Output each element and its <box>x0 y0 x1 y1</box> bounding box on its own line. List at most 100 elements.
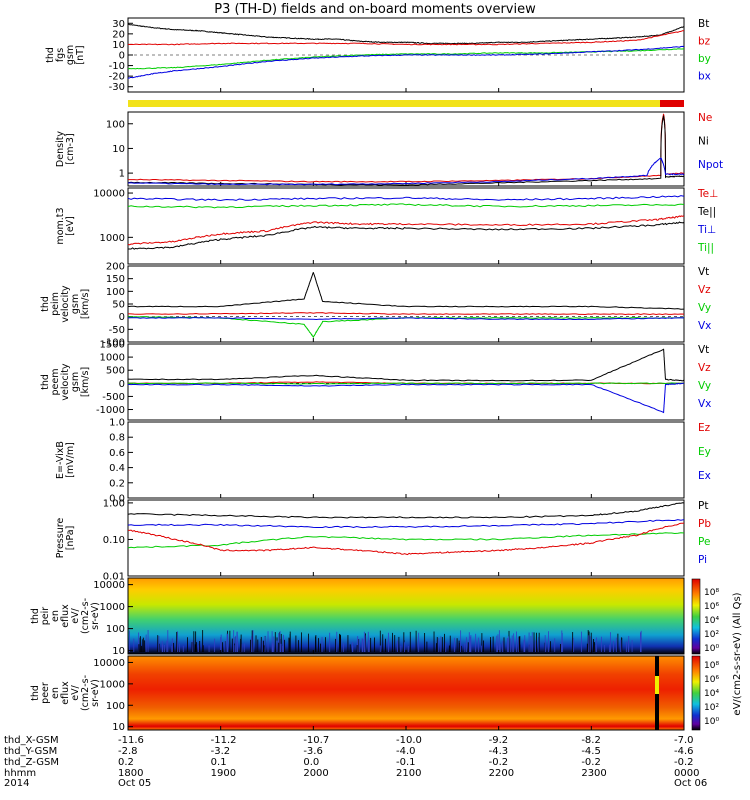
panel-ylabel: sr-eV) <box>90 602 101 630</box>
colorbar-tick: 10⁶ <box>704 602 719 612</box>
y-tick-label: -50 <box>109 325 125 336</box>
colorbar-tick: 10⁴ <box>704 689 719 699</box>
y-tick-label: -500 <box>102 392 125 403</box>
series-line <box>127 23 685 45</box>
legend-ex: Ex <box>698 470 711 482</box>
orbit-row-value: -10.0 <box>396 735 422 746</box>
panel-ylabel: (cm2-s- <box>80 598 91 634</box>
panel-ylabel: fgs <box>55 48 66 62</box>
spectrogram-electron <box>128 656 684 730</box>
orbit-row-value: 0.2 <box>118 757 134 768</box>
series-line <box>127 272 685 310</box>
legend-vx: Vx <box>698 320 711 332</box>
y-tick-label: 150 <box>106 274 125 285</box>
colorbar-label: eV/(cm2-s-sr-eV) (All Qs) <box>732 592 743 715</box>
series-line <box>127 157 685 186</box>
orbit-row-label: 2014 <box>4 778 29 789</box>
legend-vz: Vz <box>698 284 711 296</box>
legend-pe: Pe <box>698 536 710 548</box>
panel-ylabel: peem <box>50 369 61 396</box>
panel-ylabel: peer <box>40 682 51 704</box>
y-tick-label: 0.01 <box>103 572 125 583</box>
y-tick-label: 10 <box>112 40 125 51</box>
y-tick-label: 0.4 <box>109 463 125 474</box>
series-line <box>127 502 685 519</box>
panel-ylabel: mom.t3 <box>55 207 66 244</box>
orbit-row-value: -7.0 <box>674 735 694 746</box>
y-tick-label: -1000 <box>96 405 125 416</box>
orbit-row-value: 2000 <box>303 768 328 779</box>
y-tick-label: 1500 <box>100 340 125 351</box>
y-tick-label: 10000 <box>93 189 125 200</box>
legend-vt: Vt <box>698 266 709 278</box>
orbit-row-value: -11.6 <box>118 735 144 746</box>
panel-ylabel: (cm2-s- <box>80 675 91 711</box>
orbit-row-value: -0.2 <box>581 757 601 768</box>
series-line <box>127 316 685 339</box>
panel-ylabel: Pressure <box>55 518 66 559</box>
panel-ylabel: [mV/m] <box>65 442 76 478</box>
legend-ey: Ey <box>698 446 711 458</box>
colorbar-tick: 10² <box>704 630 719 640</box>
orbit-row-value: Oct 06 <box>674 778 707 789</box>
orbit-row-value: -4.5 <box>581 746 601 757</box>
orbit-row-value: -0.2 <box>489 757 509 768</box>
y-tick-label: 200 <box>106 262 125 273</box>
panel-ylabel: eflux <box>60 604 71 628</box>
panel-ylabel: thd <box>40 296 51 312</box>
orbit-row-value: -3.6 <box>303 746 323 757</box>
legend-vz: Vz <box>698 362 711 374</box>
panel-ylabel: velocity <box>60 363 71 401</box>
orbit-row-value: -4.0 <box>396 746 416 757</box>
y-tick-label: 10 <box>112 646 125 657</box>
y-tick-label: 0.10 <box>103 535 125 546</box>
orbit-row-value: -9.2 <box>489 735 509 746</box>
orbit-row-value: 0.1 <box>211 757 227 768</box>
panel-ylabel: thd <box>40 374 51 390</box>
series-line <box>127 30 684 46</box>
series-line <box>127 348 685 382</box>
panel-ylabel: [nPa] <box>65 526 76 551</box>
legend-ne: Ne <box>698 112 712 124</box>
legend-pi: Pi <box>698 554 707 566</box>
y-tick-label: 0 <box>119 379 125 390</box>
orbit-row-value: 1900 <box>211 768 236 779</box>
colorbar-tick: 10⁸ <box>704 661 719 671</box>
panel-ylabel: [cm-3] <box>65 133 76 164</box>
y-tick-label: -20 <box>109 72 125 83</box>
y-tick-label: 1000 <box>100 602 125 613</box>
y-tick-label: 100 <box>106 624 125 635</box>
orbit-row-label: thd_Y-GSM <box>4 746 57 757</box>
spectrogram-ion <box>128 578 684 654</box>
y-tick-label: -30 <box>109 82 125 93</box>
colorbar-tick: 10⁴ <box>704 616 719 626</box>
y-tick-label: 0 <box>119 51 125 62</box>
panel-frame <box>127 111 685 187</box>
orbit-row-value: -0.2 <box>674 757 694 768</box>
orbit-row-label: hhmm <box>4 768 36 779</box>
orbit-row-value: -0.1 <box>396 757 416 768</box>
series-line <box>127 114 685 186</box>
orbit-row-value: -10.7 <box>303 735 329 746</box>
series-line <box>127 519 685 529</box>
orbit-row-value: -4.6 <box>674 746 694 757</box>
panel-ylabel: eV/ <box>70 684 81 700</box>
legend-ez: Ez <box>698 422 711 434</box>
series-line <box>128 221 685 250</box>
panel-frame <box>127 265 685 343</box>
legend-bt: Bt <box>698 18 709 30</box>
orbit-row-value: -2.8 <box>118 746 138 757</box>
y-tick-label: 0.6 <box>109 448 125 459</box>
panel-ylabel: [km/s] <box>80 289 91 319</box>
series-line <box>127 532 685 549</box>
y-tick-label: 1.0 <box>109 418 125 429</box>
panel-ylabel: en <box>50 610 61 622</box>
panel-ylabel: thd <box>30 685 41 701</box>
y-tick-label: -100 <box>102 338 125 349</box>
orbit-row-value: 2100 <box>396 768 421 779</box>
legend-ti: Ti⊥ <box>697 224 716 236</box>
legend-npot: Npot <box>698 159 723 171</box>
y-tick-label: 0 <box>119 312 125 323</box>
y-tick-label: 0.8 <box>109 433 125 444</box>
